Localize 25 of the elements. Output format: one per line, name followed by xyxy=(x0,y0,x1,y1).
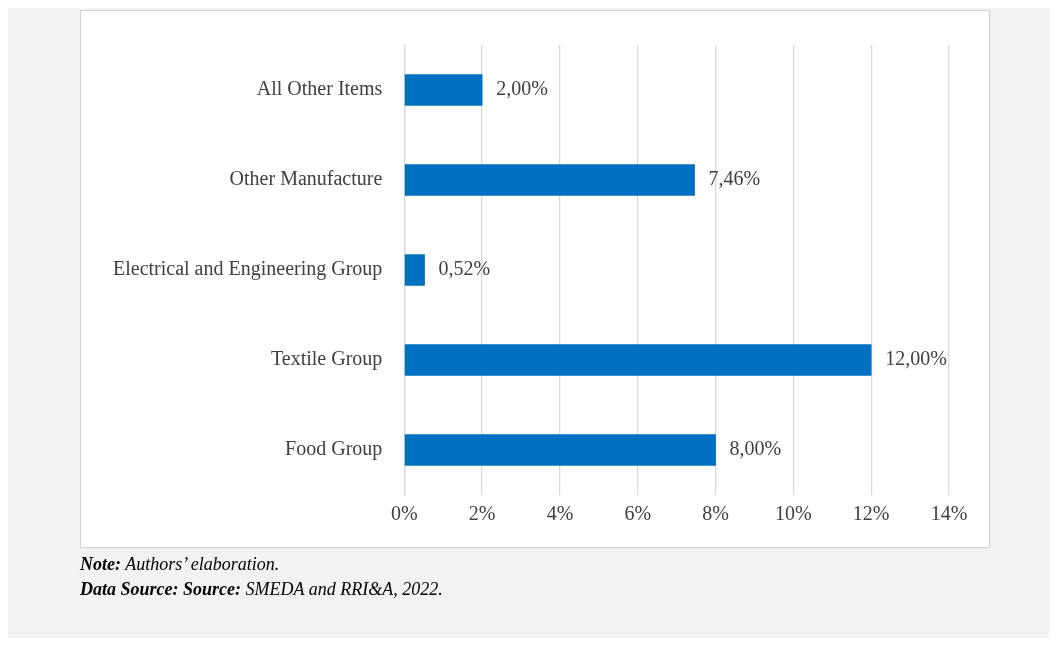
text: Note: Authors’ elaboration. xyxy=(80,554,280,574)
bar xyxy=(404,434,716,466)
x-tick-label: 12% xyxy=(852,502,890,525)
bar xyxy=(404,344,872,376)
data-label: 7,46% xyxy=(708,167,761,190)
data-label: 0,52% xyxy=(438,257,491,280)
y-tick-label: Textile Group xyxy=(270,347,383,371)
x-tick-label: 14% xyxy=(930,502,968,525)
source-note: Data Source: Source: SMEDA and RRI&A, 2022. xyxy=(80,579,443,599)
x-tick-label: 2% xyxy=(468,502,496,525)
data-label: 8,00% xyxy=(729,437,782,460)
x-tick-label: 0% xyxy=(391,502,418,525)
x-tick-label: 6% xyxy=(624,502,652,525)
y-tick-label: Other Manufacture xyxy=(229,167,383,190)
data-label: 12,00% xyxy=(885,347,947,370)
y-tick-label: Electrical and Engineering Group xyxy=(112,257,383,281)
y-tick-label: All Other Items xyxy=(256,77,383,100)
x-tick-label: 10% xyxy=(775,502,812,525)
x-tick-label: 8% xyxy=(702,502,729,525)
bar xyxy=(404,74,483,106)
bar xyxy=(404,164,695,196)
bar xyxy=(404,254,425,286)
data-label: 2,00% xyxy=(496,77,548,100)
y-tick-label: Food Group xyxy=(285,437,383,461)
x-tick-label: 4% xyxy=(546,502,574,525)
